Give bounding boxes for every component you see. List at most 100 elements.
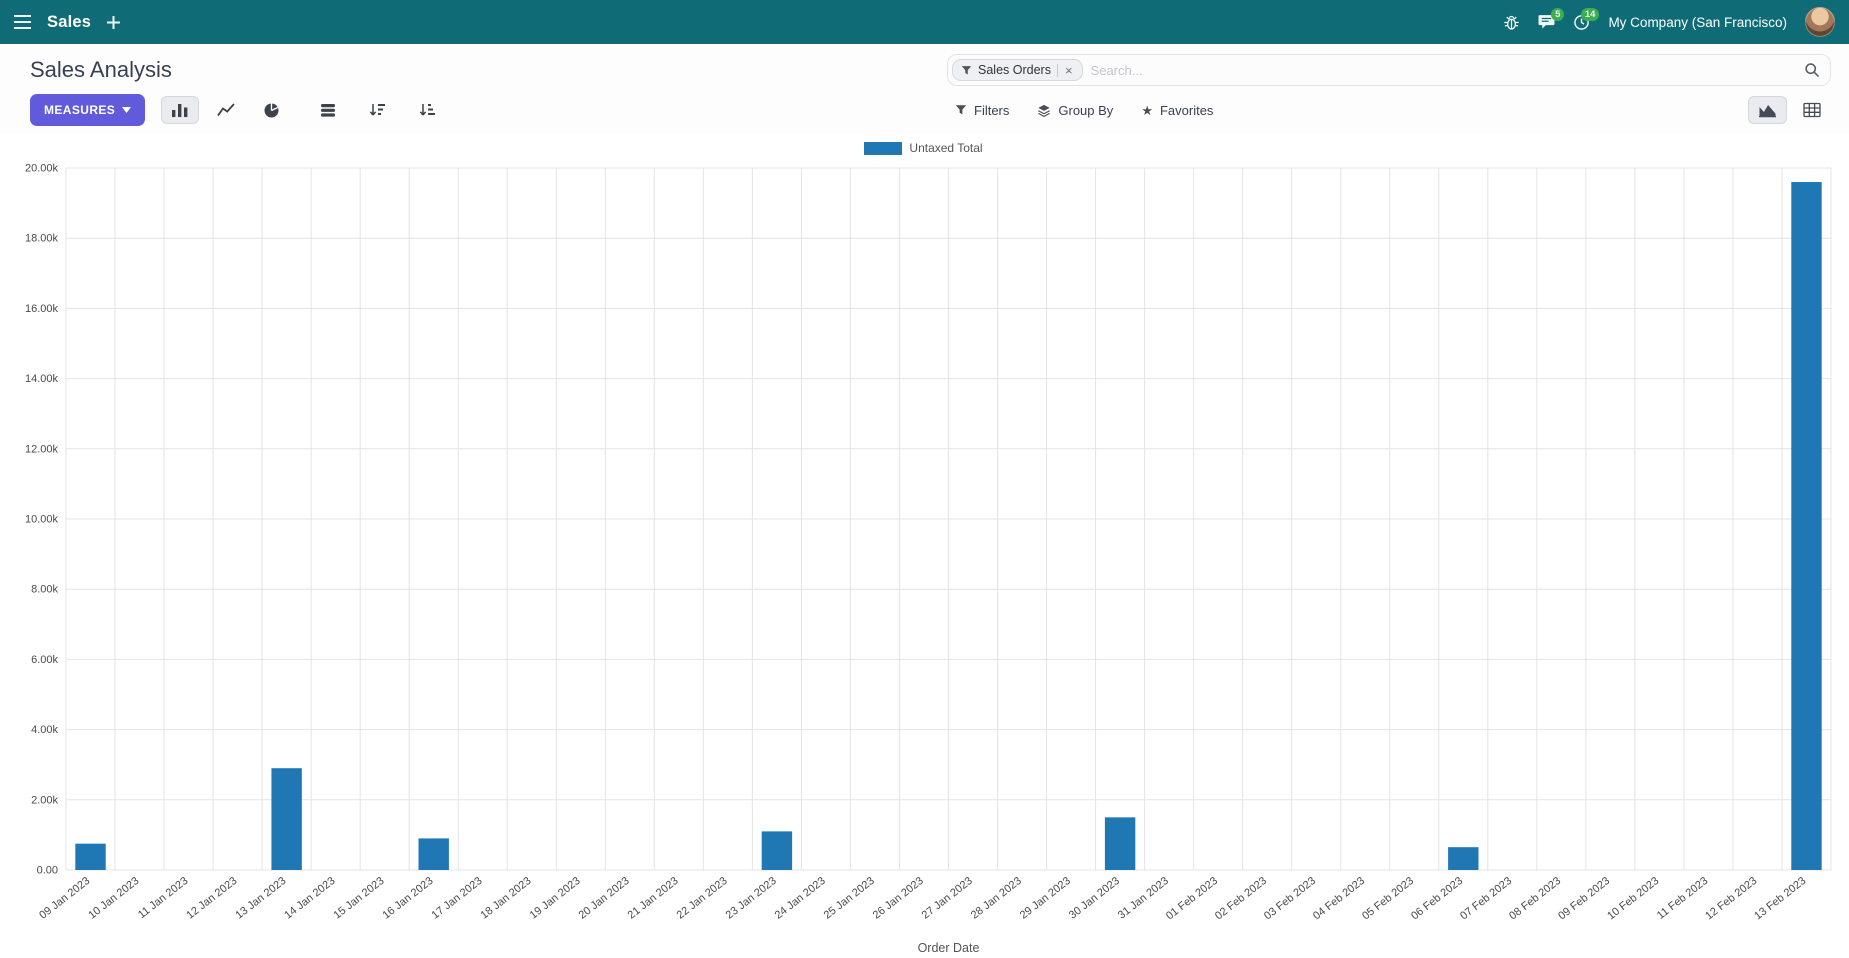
filter-funnel-icon — [955, 105, 967, 115]
graph-view-button[interactable] — [1748, 96, 1787, 124]
chart-area: Untaxed Total 0.00 2.00k 4.00k 6.00k 8.00k 10… — [0, 134, 1849, 958]
company-switcher[interactable]: My Company (San Francisco) — [1608, 14, 1787, 30]
search-facet[interactable]: Sales Orders × — [952, 59, 1083, 81]
bar[interactable] — [1791, 182, 1822, 871]
svg-text:11 Jan 2023: 11 Jan 2023 — [136, 875, 190, 921]
sort-descending-button[interactable] — [358, 96, 396, 124]
search-options-row: Filters Group By ★ Favorites — [947, 96, 1831, 124]
svg-text:04 Feb 2023: 04 Feb 2023 — [1311, 875, 1367, 922]
bar[interactable] — [1104, 817, 1136, 870]
search-icon[interactable] — [1804, 62, 1820, 78]
svg-text:10.00k: 10.00k — [25, 514, 59, 526]
legend-swatch — [864, 141, 903, 155]
bug-icon[interactable] — [1503, 14, 1520, 31]
bar[interactable] — [1448, 847, 1479, 870]
chart-canvas-wrap: 0.00 2.00k 4.00k 6.00k 8.00k 10.00k 12.00k 14.0… — [10, 160, 1837, 958]
svg-text:6.00k: 6.00k — [31, 654, 58, 666]
bar-chart-icon — [172, 104, 188, 117]
pie-chart-icon — [264, 103, 279, 117]
search-bar[interactable]: Sales Orders × — [947, 54, 1831, 86]
bar-chart-button[interactable] — [161, 96, 200, 124]
svg-text:4.00k: 4.00k — [31, 724, 58, 736]
facet-filter-icon — [961, 65, 972, 75]
pie-chart-button[interactable] — [253, 96, 290, 125]
activities-badge: 14 — [1580, 7, 1600, 21]
view-switcher — [1748, 96, 1831, 124]
pivot-view-button[interactable] — [1793, 96, 1831, 124]
chart-legend[interactable]: Untaxed Total — [10, 136, 1837, 160]
bar[interactable] — [75, 843, 106, 870]
svg-text:26 Jan 2023: 26 Jan 2023 — [871, 875, 926, 922]
bar[interactable] — [761, 831, 793, 870]
sort-ascending-button[interactable] — [408, 96, 446, 124]
chart-type-group — [161, 96, 290, 125]
search-option-buttons: Filters Group By ★ Favorites — [947, 103, 1213, 118]
caret-down-icon — [122, 107, 132, 113]
svg-text:02 Feb 2023: 02 Feb 2023 — [1213, 875, 1269, 922]
sort-descending-icon — [370, 104, 386, 116]
line-chart-icon — [217, 103, 235, 117]
sales-analysis-bar-chart[interactable]: 0.00 2.00k 4.00k 6.00k 8.00k 10.00k 12.00k 14.0… — [10, 160, 1837, 958]
svg-text:12.00k: 12.00k — [25, 443, 59, 455]
messages-icon[interactable]: 5 — [1538, 8, 1565, 30]
facet-remove-icon[interactable]: × — [1064, 62, 1073, 78]
svg-text:08 Feb 2023: 08 Feb 2023 — [1507, 875, 1563, 922]
svg-text:13 Jan 2023: 13 Jan 2023 — [233, 875, 288, 922]
search-input[interactable] — [1090, 62, 1796, 78]
page-title: Sales Analysis — [30, 57, 172, 82]
svg-text:05 Feb 2023: 05 Feb 2023 — [1360, 875, 1416, 922]
svg-text:22 Jan 2023: 22 Jan 2023 — [675, 875, 730, 922]
bar[interactable] — [271, 768, 302, 870]
svg-text:16 Jan 2023: 16 Jan 2023 — [380, 875, 435, 922]
svg-text:0.00: 0.00 — [37, 865, 58, 877]
svg-text:17 Jan 2023: 17 Jan 2023 — [429, 875, 484, 922]
svg-text:28 Jan 2023: 28 Jan 2023 — [969, 875, 1024, 922]
app-name[interactable]: Sales — [47, 12, 92, 31]
svg-text:27 Jan 2023: 27 Jan 2023 — [920, 875, 975, 922]
facet-divider — [1056, 63, 1058, 77]
svg-text:18.00k: 18.00k — [25, 233, 59, 245]
svg-text:03 Feb 2023: 03 Feb 2023 — [1262, 875, 1318, 922]
svg-text:15 Jan 2023: 15 Jan 2023 — [331, 875, 386, 922]
svg-text:8.00k: 8.00k — [31, 584, 58, 596]
svg-text:24 Jan 2023: 24 Jan 2023 — [773, 875, 828, 922]
svg-text:29 Jan 2023: 29 Jan 2023 — [1018, 875, 1073, 922]
bar[interactable] — [418, 838, 449, 870]
control-panel: Sales Analysis Sales Orders × MEASURES — [0, 44, 1849, 134]
stacked-button[interactable] — [310, 96, 346, 124]
facet-label: Sales Orders — [978, 63, 1051, 77]
svg-text:Order Date: Order Date — [918, 941, 980, 955]
svg-text:01 Feb 2023: 01 Feb 2023 — [1164, 875, 1220, 922]
group-by-button[interactable]: Group By — [1037, 103, 1113, 118]
stacked-icon — [321, 104, 336, 117]
svg-text:16.00k: 16.00k — [25, 303, 59, 315]
svg-text:13 Feb 2023: 13 Feb 2023 — [1752, 875, 1808, 922]
group-by-label: Group By — [1058, 102, 1114, 118]
svg-text:19 Jan 2023: 19 Jan 2023 — [528, 875, 583, 922]
svg-text:12 Feb 2023: 12 Feb 2023 — [1703, 875, 1759, 922]
apps-menu-icon[interactable] — [14, 15, 31, 29]
measures-button[interactable]: MEASURES — [30, 94, 146, 126]
favorites-star-icon: ★ — [1141, 102, 1153, 118]
svg-text:20 Jan 2023: 20 Jan 2023 — [577, 875, 632, 922]
top-navbar: Sales 5 — [0, 0, 1849, 44]
svg-text:30 Jan 2023: 30 Jan 2023 — [1067, 875, 1122, 922]
filters-button[interactable]: Filters — [955, 103, 1009, 118]
measures-label: MEASURES — [44, 103, 116, 117]
avatar[interactable] — [1805, 7, 1835, 37]
svg-text:10 Jan 2023: 10 Jan 2023 — [86, 875, 141, 922]
svg-text:20.00k: 20.00k — [25, 163, 59, 175]
svg-text:12 Jan 2023: 12 Jan 2023 — [184, 875, 239, 922]
group-by-layers-icon — [1038, 104, 1051, 117]
graph-view-icon — [1759, 105, 1776, 118]
activities-clock-icon[interactable]: 14 — [1573, 7, 1600, 31]
svg-text:14 Jan 2023: 14 Jan 2023 — [282, 875, 337, 922]
line-chart-button[interactable] — [207, 96, 245, 124]
plus-icon[interactable] — [107, 15, 121, 29]
navbar-right: 5 14 My Company (San Francisco) — [1503, 7, 1835, 37]
svg-text:18 Jan 2023: 18 Jan 2023 — [478, 875, 533, 922]
favorites-button[interactable]: ★ Favorites — [1141, 103, 1213, 118]
view-controls: MEASURES — [30, 94, 925, 126]
sort-ascending-icon — [420, 104, 436, 116]
